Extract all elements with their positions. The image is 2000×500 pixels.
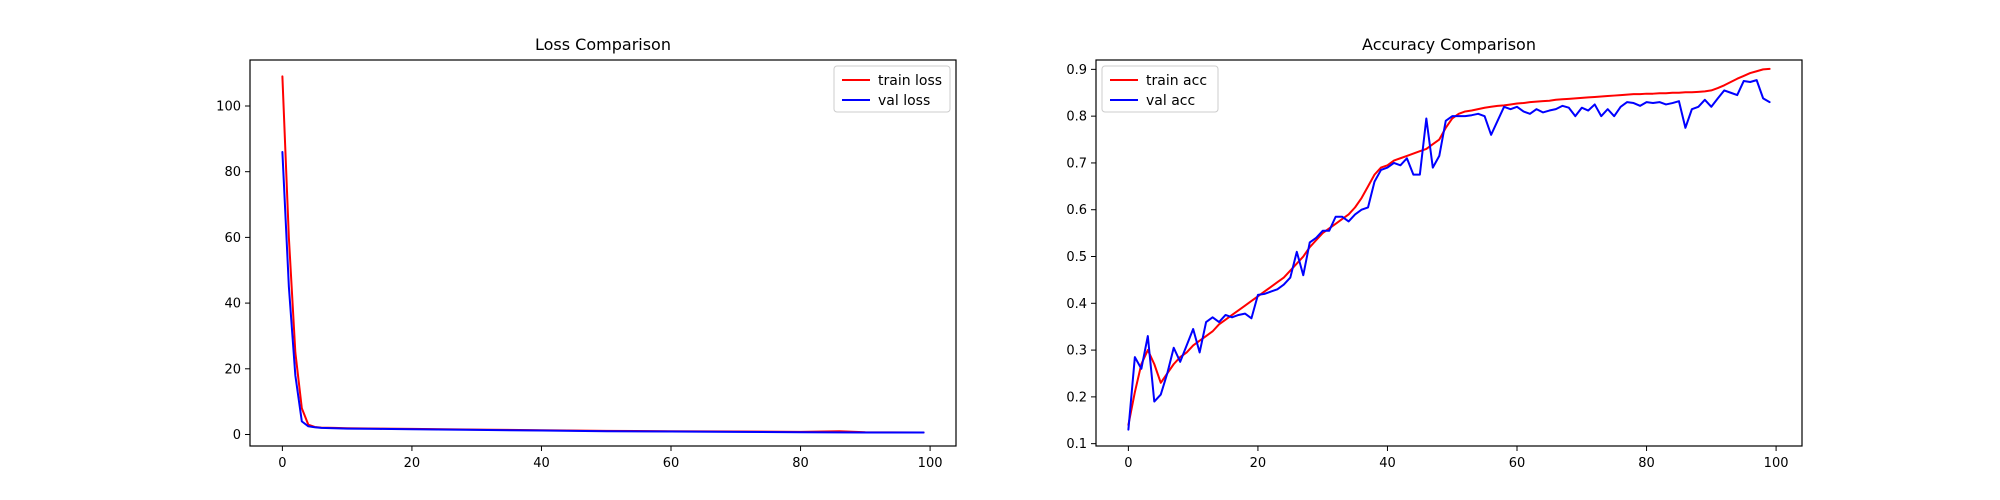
x-tick-label: 0 (278, 456, 286, 471)
x-tick-label: 80 (1638, 456, 1655, 471)
axis-ticks: 0 20 40 60 80 100 0.1 0.2 0.3 0.4 0.5 0.6 0.7 0.8 0.9 (1066, 63, 1788, 471)
x-tick-label: 60 (663, 456, 680, 471)
series-line-train-acc (1127, 67, 1771, 426)
plot-frame (249, 59, 957, 447)
series-line-val-loss (281, 150, 925, 434)
x-tick-label: 80 (792, 456, 809, 471)
y-tick-label: 0.6 (1066, 203, 1087, 218)
x-tick-label: 40 (1379, 456, 1396, 471)
y-tick-label: 0 (233, 428, 241, 443)
y-tick-label: 0.1 (1066, 437, 1087, 452)
loss-chart: Loss Comparison 0 20 40 60 80 100 0 20 40 60 80 100… (216, 35, 957, 471)
legend: train acc val acc (1101, 65, 1219, 113)
x-tick-label: 100 (1764, 456, 1789, 471)
x-tick-label: 60 (1509, 456, 1526, 471)
y-tick-label: 40 (224, 297, 241, 312)
y-tick-label: 0.8 (1066, 110, 1087, 125)
series-line-val-acc (1127, 79, 1771, 431)
y-tick-label: 0.9 (1066, 63, 1087, 78)
y-tick-label: 100 (216, 99, 241, 114)
y-tick-label: 20 (224, 362, 241, 377)
legend: train loss val loss (833, 65, 951, 113)
y-tick-label: 0.3 (1066, 344, 1087, 359)
y-tick-label: 0.7 (1066, 156, 1087, 171)
y-tick-label: 0.5 (1066, 250, 1087, 265)
y-tick-label: 0.2 (1066, 390, 1087, 405)
y-tick-label: 80 (224, 165, 241, 180)
plot-frame (1095, 59, 1803, 447)
chart-title: Accuracy Comparison (1362, 35, 1536, 54)
series-lines (1127, 67, 1771, 431)
chart-title: Loss Comparison (535, 35, 671, 54)
series-lines (281, 75, 925, 434)
legend-label-train-acc: train acc (1146, 73, 1207, 89)
y-tick-label: 0.4 (1066, 297, 1087, 312)
series-line-train-loss (281, 75, 925, 434)
accuracy-chart: Accuracy Comparison 0 20 40 60 80 100 0.1 0.2 0.… (1066, 35, 1803, 471)
legend-label-train-loss: train loss (878, 73, 942, 89)
y-tick-label: 60 (224, 231, 241, 246)
x-tick-label: 20 (404, 456, 421, 471)
x-tick-label: 100 (918, 456, 943, 471)
x-tick-label: 40 (533, 456, 550, 471)
axis-ticks: 0 20 40 60 80 100 0 20 40 60 80 100 (216, 99, 942, 471)
x-tick-label: 0 (1124, 456, 1132, 471)
legend-label-val-loss: val loss (878, 93, 930, 109)
x-tick-label: 20 (1250, 456, 1267, 471)
legend-label-val-acc: val acc (1146, 93, 1195, 109)
